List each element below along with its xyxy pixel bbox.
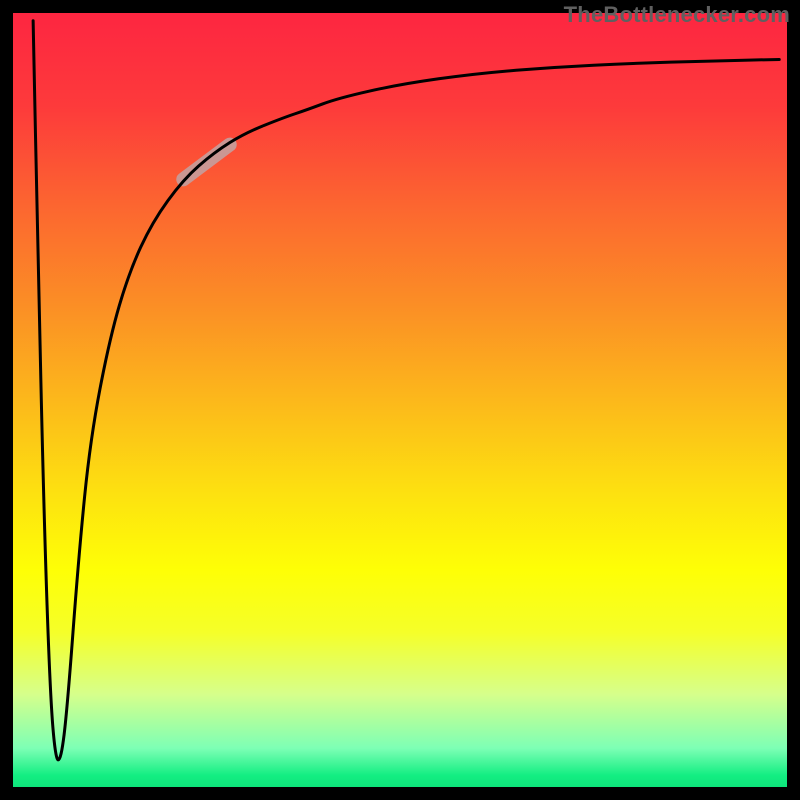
- chart-container: TheBottlenecker.com: [0, 0, 800, 800]
- plot-background: [13, 13, 787, 787]
- chart-svg: [0, 0, 800, 800]
